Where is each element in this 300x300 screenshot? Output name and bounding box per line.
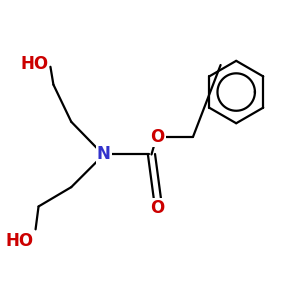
Text: O: O	[150, 128, 165, 146]
Text: O: O	[150, 199, 165, 217]
Text: HO: HO	[20, 55, 48, 73]
Text: N: N	[97, 146, 111, 164]
Text: HO: HO	[5, 232, 33, 250]
